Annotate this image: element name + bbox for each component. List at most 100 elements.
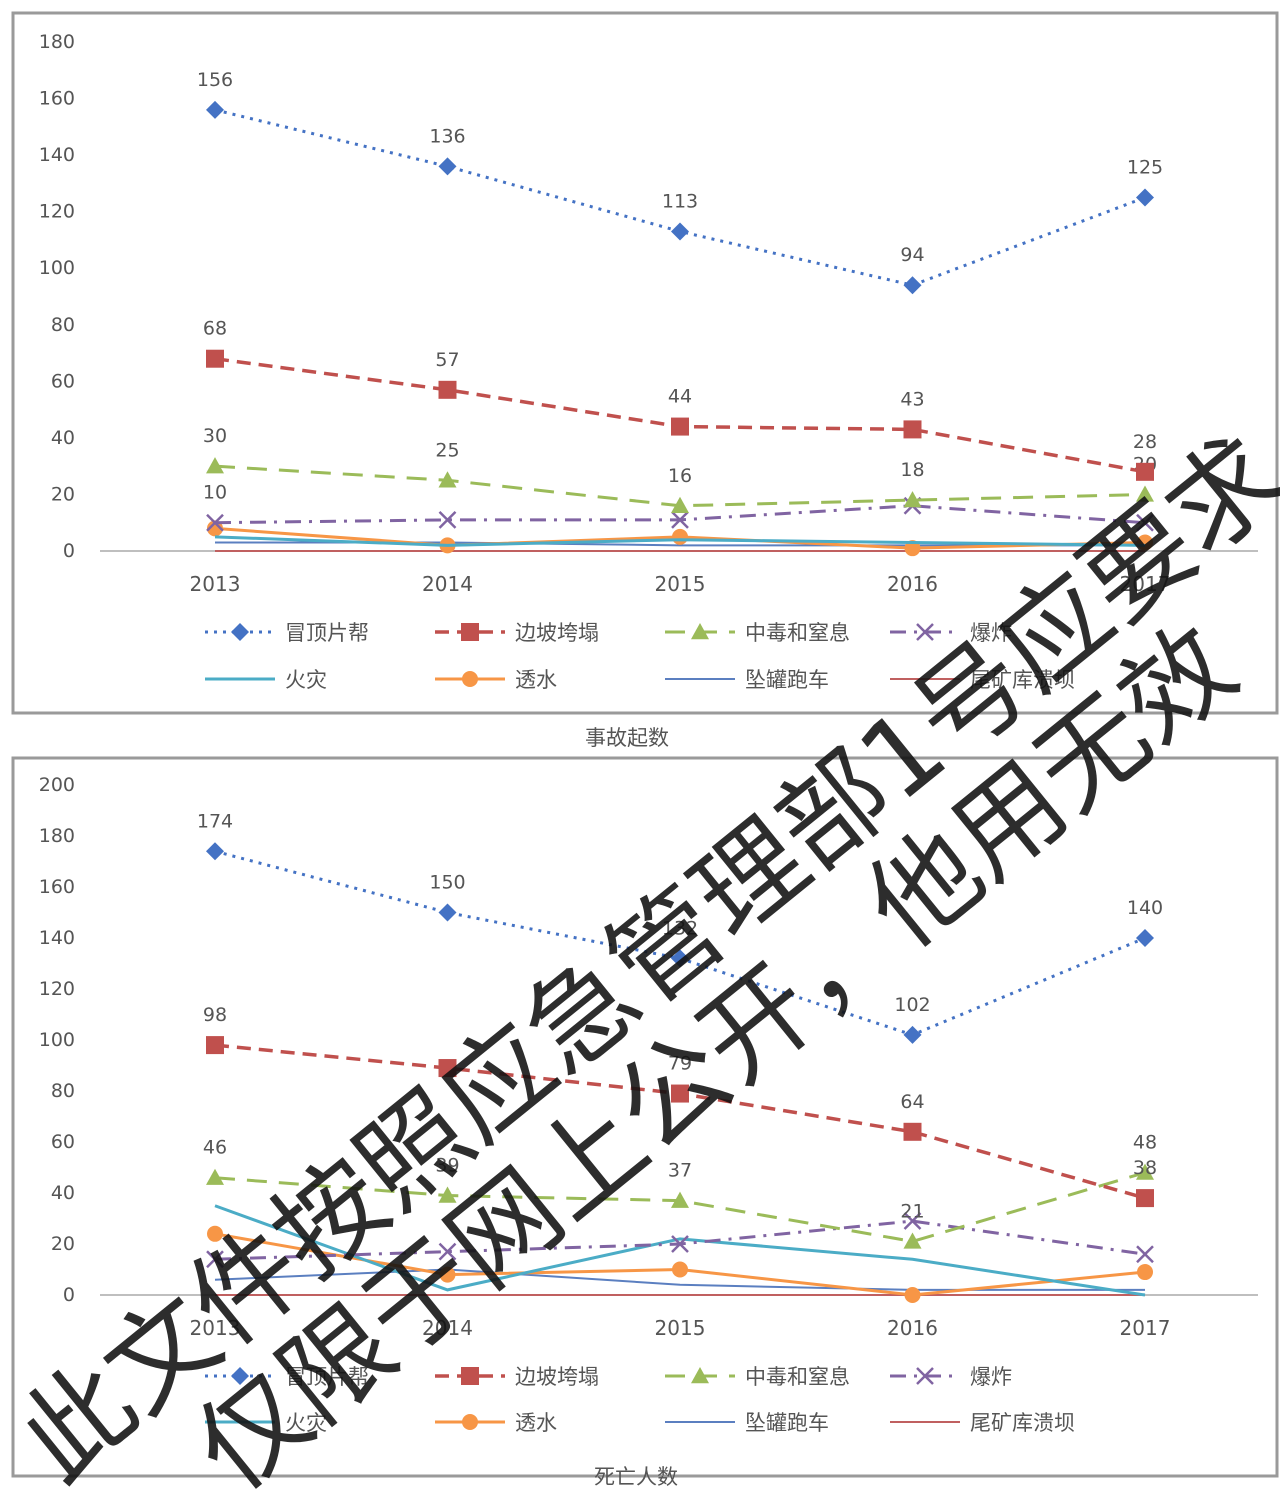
chart-1-ytick: 160 [39, 88, 75, 110]
chart-1-series-slope-collapse: 68 57 44 43 28 [203, 318, 1157, 481]
chart-2-legend-label: 透水 [515, 1411, 557, 1435]
chart-1-point-slope-collapse [671, 417, 689, 436]
chart-2-legend-poisoning: 中毒和窒息 [665, 1365, 850, 1389]
chart-2-legend-marker [691, 1367, 709, 1384]
chart-2-ytick: 160 [39, 876, 75, 898]
chart-2-point-poisoning [903, 1232, 922, 1249]
chart-2-ytick: 0 [63, 1284, 75, 1306]
chart-2-legend-explosion: 爆炸 [890, 1365, 1012, 1389]
chart-1-point-poisoning [438, 471, 457, 488]
chart-2-xtick: 2013 [190, 1316, 241, 1340]
chart-2-line-fire [214, 1204, 1146, 1297]
chart-1-legend-label: 尾矿库溃坝 [970, 668, 1075, 692]
chart-1-point-poisoning [206, 457, 224, 474]
chart-2-point-flooding [1137, 1264, 1153, 1281]
chart-2-series-slope-collapse: 98 79 64 38 [203, 1004, 1157, 1208]
chart-2-legend-label: 冒顶片帮 [285, 1365, 369, 1389]
chart-2-data-label: 102 [894, 994, 930, 1016]
chart-2-point-explosion [438, 1242, 457, 1261]
chart-1-ytick: 20 [51, 483, 75, 505]
chart-1-legend-marker [691, 623, 709, 640]
chart-2-xtick: 2016 [887, 1316, 938, 1340]
chart-2-xtick: 2017 [1120, 1316, 1171, 1340]
chart-2-series-roof-collapse: 174 150 132 102 140 [197, 810, 1163, 1044]
chart-2-data-label: 48 [1133, 1132, 1157, 1154]
chart-2-point-roof-collapse [438, 903, 457, 922]
chart-2-ytick: 20 [51, 1233, 75, 1255]
chart-2-ytick: 100 [39, 1029, 75, 1051]
chart-1-xtick: 2015 [655, 572, 706, 596]
chart-1-data-label: 136 [429, 125, 465, 147]
chart-2-ytick: 80 [51, 1080, 75, 1102]
chart-1-point-explosion [671, 511, 689, 529]
chart-2-data-label: 64 [900, 1091, 924, 1113]
chart-2-point-roof-collapse [1136, 929, 1154, 947]
chart-2-point-slope-collapse [1136, 1189, 1154, 1208]
chart-2-legend-slope-collapse: 边坡垮塌 [435, 1365, 599, 1389]
chart-1-series-fire [214, 535, 1146, 547]
chart-1-data-label: 10 [203, 482, 227, 504]
chart-1-data-label: 68 [203, 318, 227, 340]
watermark-line-2: 仅限于网上公开，他用无效 [173, 602, 1259, 1490]
chart-1-legend-flooding: 透水 [435, 668, 557, 692]
chart-2-legend-marker [231, 1367, 249, 1385]
chart-2-point-explosion [903, 1212, 922, 1230]
chart-2-series-hoist-accident [214, 1268, 1145, 1291]
chart-2-legend-marker [461, 1367, 479, 1385]
chart-2-series-explosion [206, 1212, 1154, 1269]
chart-2-point-slope-collapse [438, 1059, 457, 1078]
chart-1-data-label: 125 [1127, 157, 1163, 179]
chart-2-ytick: 200 [39, 774, 75, 796]
chart-2-data-label: 79 [668, 1053, 692, 1075]
chart-2-ytick: 60 [51, 1131, 75, 1153]
chart-2-legend-hoist-accident: 坠罐跑车 [665, 1411, 829, 1435]
chart-2-data-label: 46 [203, 1137, 227, 1159]
chart-1-ytick: 0 [63, 540, 75, 562]
chart-2-series-poisoning: 46 39 37 21 48 [203, 1132, 1157, 1249]
chart-1-line-fire [214, 535, 1146, 547]
chart-1-point-poisoning [1136, 485, 1154, 502]
chart-1-data-label: 28 [1133, 431, 1157, 453]
chart-2-point-roof-collapse [206, 842, 224, 861]
chart-1-xtick: 2017 [1120, 572, 1171, 596]
chart-2-data-label: 140 [1127, 897, 1163, 919]
chart-2-point-poisoning [438, 1186, 457, 1203]
chart-1-ytick: 80 [51, 314, 75, 336]
chart-1-data-label: 30 [203, 425, 227, 447]
chart-1-legend-label: 坠罐跑车 [745, 668, 829, 692]
chart-1-xtick: 2014 [422, 572, 473, 596]
chart-2-point-explosion [1136, 1245, 1154, 1264]
chart-1-xtick: 2013 [190, 572, 241, 596]
chart-1-point-roof-collapse [1136, 188, 1154, 207]
chart-1-accident-count: 0 20 40 60 80 100 120 140 160 180 2013 2014 2015 2016… [39, 31, 1258, 692]
chart-1-legend-slope-collapse: 边坡垮塌 [435, 621, 599, 645]
chart-1-legend-label: 透水 [515, 668, 557, 692]
chart-1-legend-explosion: 爆炸 [890, 621, 1012, 645]
chart-2-xtick: 2014 [422, 1316, 473, 1340]
chart-1-point-explosion [1136, 513, 1154, 532]
chart-1-legend-marker [231, 623, 249, 641]
chart-2-point-explosion [206, 1250, 224, 1269]
chart-2-ytick: 180 [39, 825, 75, 847]
chart-2-point-flooding [207, 1225, 223, 1242]
chart-2-legend-label: 边坡垮塌 [515, 1365, 599, 1389]
chart-1-point-roof-collapse [671, 222, 689, 241]
chart-2-ytick: 140 [39, 927, 75, 949]
chart-1-legend-roof-collapse: 冒顶片帮 [205, 621, 369, 645]
chart-2-death-count: 0 20 40 60 80 100 120 140 160 180 200 2013 2014 2015 2… [39, 774, 1258, 1435]
chart-2-frame [11, 756, 1279, 1478]
chart-1-data-label: 25 [435, 439, 459, 461]
chart-2-xtick: 2015 [655, 1316, 706, 1340]
chart-2-legend-marker [462, 1414, 478, 1430]
chart-1-data-label: 44 [668, 386, 692, 408]
chart-2-data-label: 21 [900, 1200, 924, 1222]
chart-2-series-fire [214, 1204, 1146, 1297]
chart-1-xtick: 2016 [887, 572, 938, 596]
chart-1-legend-label: 冒顶片帮 [285, 621, 369, 645]
chart-1-data-label: 94 [900, 244, 924, 266]
chart-2-data-label: 39 [435, 1155, 459, 1177]
chart-2-line-hoist-accident [214, 1268, 1145, 1291]
chart-1-legend-label: 火灾 [285, 668, 327, 692]
chart-1-point-explosion [206, 513, 224, 532]
chart-1-point-explosion [438, 511, 457, 529]
